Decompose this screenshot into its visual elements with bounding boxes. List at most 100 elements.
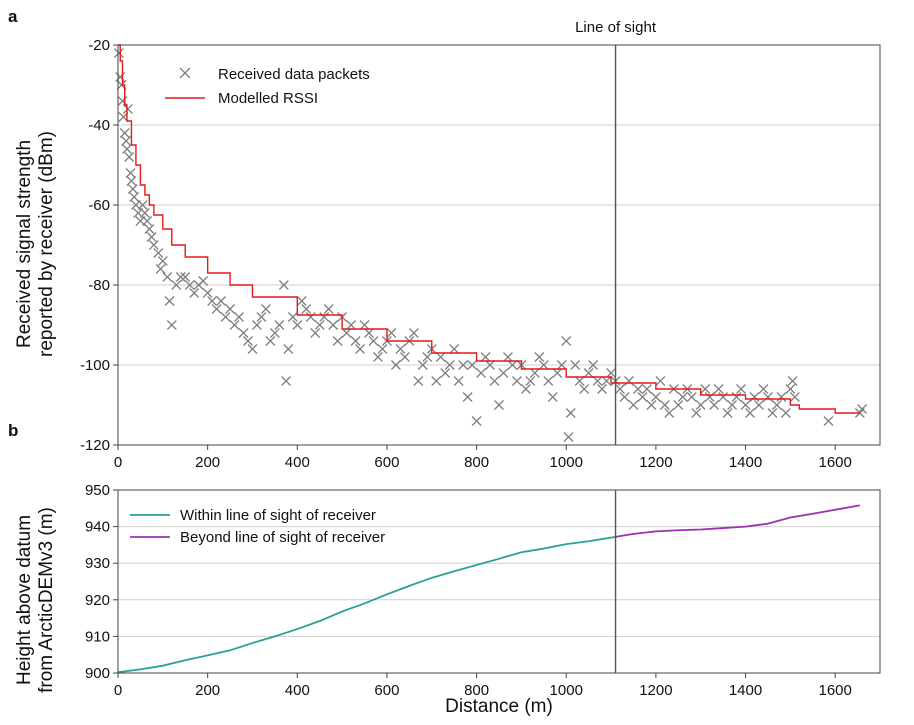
panel-a-y-tick-label: -60 xyxy=(88,197,110,214)
panel-b-x-tick-label: 0 xyxy=(114,682,122,699)
line-of-sight-label: Line of sight xyxy=(575,19,657,36)
panel-a-legend: Received data packets Modelled RSSI xyxy=(165,66,370,107)
data-point xyxy=(736,384,747,394)
legend-x-mark xyxy=(179,67,191,79)
data-point xyxy=(121,136,132,146)
panel-a-y-tick-label: -100 xyxy=(80,357,110,374)
data-point xyxy=(373,352,383,362)
data-point xyxy=(749,392,760,402)
panel-a-y-tick-label: -80 xyxy=(88,277,110,294)
data-point xyxy=(780,408,791,418)
data-point xyxy=(592,376,603,386)
data-point xyxy=(180,272,191,282)
data-point xyxy=(122,144,132,154)
data-point xyxy=(256,312,267,322)
data-point xyxy=(139,208,150,218)
data-point xyxy=(148,240,159,250)
data-point xyxy=(709,400,720,410)
data-point xyxy=(211,304,222,314)
data-point xyxy=(574,376,585,386)
data-point xyxy=(458,360,469,370)
data-point xyxy=(413,376,424,386)
data-point xyxy=(659,400,670,410)
data-point xyxy=(431,376,442,386)
data-point xyxy=(146,232,157,242)
panel-b-y-tick-label: 910 xyxy=(85,628,110,645)
data-point xyxy=(615,384,625,394)
data-point xyxy=(767,408,778,418)
data-point xyxy=(119,128,130,138)
data-point xyxy=(292,320,303,330)
legend-label-within: Within line of sight of receiver xyxy=(180,507,376,524)
panel-b: b 900 910 920 930 940 950 0 200 400 600 800 1000 12… xyxy=(8,421,881,699)
data-point xyxy=(579,384,590,394)
data-point xyxy=(462,392,473,402)
panel-a-x-tick-label: 800 xyxy=(464,454,489,471)
data-point xyxy=(597,384,608,394)
data-point xyxy=(247,344,258,354)
data-point xyxy=(137,200,148,210)
panel-a-x-ticks: 0 200 400 600 800 1000 1200 1400 1600 xyxy=(114,445,852,471)
data-point xyxy=(686,392,697,402)
data-point xyxy=(476,368,487,378)
data-point xyxy=(525,376,536,386)
data-point xyxy=(695,400,706,410)
data-point xyxy=(628,400,639,410)
data-point xyxy=(489,376,500,386)
data-point xyxy=(202,288,213,298)
panel-b-y-ticks: 900 910 920 930 940 950 xyxy=(85,482,118,682)
data-point xyxy=(260,304,271,314)
panel-a-label: a xyxy=(8,7,18,26)
panel-b-y-label-line-2: from ArcticDEMv3 (m) xyxy=(36,507,57,693)
panel-b-x-ticks: 0 200 400 600 800 1000 1200 1400 1600 xyxy=(114,673,852,699)
data-point xyxy=(350,336,361,346)
data-point xyxy=(762,392,773,402)
panel-b-x-tick-label: 200 xyxy=(195,682,220,699)
legend-label-modelled-rssi: Modelled RSSI xyxy=(218,90,318,107)
panel-b-y-tick-label: 940 xyxy=(85,519,110,536)
x-axis-label: Distance (m) xyxy=(445,696,553,717)
data-point xyxy=(552,368,563,378)
panel-a-y-tick-label: -20 xyxy=(88,37,110,54)
data-point xyxy=(823,416,834,426)
data-point xyxy=(624,376,634,386)
data-point xyxy=(511,376,522,386)
data-point xyxy=(440,368,451,378)
data-point xyxy=(281,376,292,386)
data-point xyxy=(296,296,307,306)
data-point xyxy=(601,376,612,386)
data-point xyxy=(453,376,464,386)
data-point xyxy=(171,280,182,290)
data-point xyxy=(122,104,133,114)
data-point xyxy=(776,392,787,402)
data-point xyxy=(305,312,316,322)
data-point xyxy=(731,392,742,402)
data-point xyxy=(283,344,294,354)
data-point xyxy=(520,384,531,394)
data-point xyxy=(704,392,715,402)
data-point xyxy=(113,48,124,58)
panel-b-y-tick-label: 930 xyxy=(85,555,110,572)
data-point xyxy=(127,184,138,194)
data-point xyxy=(115,72,126,82)
data-point xyxy=(754,400,764,410)
data-point xyxy=(570,360,581,370)
data-point xyxy=(538,360,549,370)
data-point xyxy=(583,368,594,378)
data-point xyxy=(673,400,684,410)
panel-a-y-label-line-2: reported by receiver (dBm) xyxy=(36,131,57,357)
panel-a-y-tick-label: -40 xyxy=(88,117,110,134)
data-point xyxy=(632,384,643,394)
data-point xyxy=(117,96,128,106)
data-point xyxy=(534,352,545,362)
legend-label-beyond: Beyond line of sight of receiver xyxy=(180,529,385,546)
data-point xyxy=(395,344,406,354)
data-point xyxy=(278,280,289,290)
data-point xyxy=(408,328,419,338)
panel-a-x-tick-label: 1200 xyxy=(639,454,672,471)
data-point xyxy=(390,360,401,370)
data-point xyxy=(422,352,433,362)
data-point xyxy=(364,328,374,338)
data-point xyxy=(124,152,135,162)
panel-b-x-tick-label: 800 xyxy=(464,682,489,699)
